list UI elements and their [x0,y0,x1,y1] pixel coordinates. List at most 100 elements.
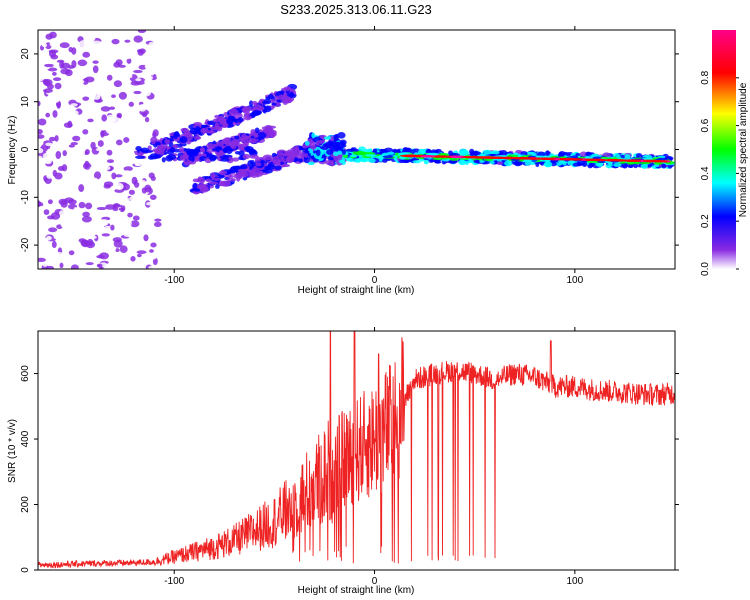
spectral-blob [137,179,146,184]
spectral-blob [111,162,117,167]
spectral-blob [303,113,310,119]
spectral-blob [89,32,96,38]
spectral-blob [222,57,230,61]
spectral-blob [267,93,274,100]
spectral-blob [237,128,243,134]
spectral-blob [640,163,649,169]
spectral-blob [38,224,43,230]
spectral-blob [139,43,144,50]
spectral-blob [317,177,321,183]
spectral-blob [148,210,158,215]
spectral-blob [57,144,63,152]
spectral-blob [70,103,78,107]
spectral-blob [161,197,169,204]
spectral-blob [315,149,321,156]
spectral-blob [99,219,109,226]
spectrogram-y-ticks: -20 -10 0 10 20 [20,48,679,252]
spectral-blob [261,126,270,130]
spectral-blob [135,155,145,160]
spectral-blob [420,155,436,158]
spectral-blob [239,164,248,170]
spectral-blob [192,148,199,156]
spectral-blob [253,133,259,139]
colorbar-gradient [712,30,736,269]
y-tick-label: 200 [20,496,31,513]
spectral-blob [320,192,328,196]
y-tick-label: -10 [20,190,31,205]
spectral-blob [264,165,272,170]
spectral-blob [106,74,113,81]
spectral-blob [118,69,128,74]
spectral-blob [281,96,288,103]
spectral-blob [115,248,120,253]
spectral-blob [460,159,466,164]
spectral-blob [115,183,124,190]
spectral-blob [292,201,299,206]
spectral-blob [129,246,136,252]
spectral-blob [269,99,276,104]
spectral-blob [133,35,143,43]
spectral-blob [256,132,267,139]
spectral-blob [228,108,239,115]
spectral-blob [42,263,48,267]
spectral-blob [114,188,125,193]
spectral-blob [163,100,167,104]
spectral-blob [96,90,102,98]
y-tick-label: 20 [20,48,31,60]
spectral-blob [132,239,142,245]
spectral-blob [243,73,248,77]
spectral-blob [92,65,99,74]
spectral-blob [113,203,121,208]
spectral-blob [115,59,123,66]
spectral-blob [263,98,271,104]
spectral-blob [153,221,162,228]
spectral-blob [154,141,162,146]
spectral-blob [266,43,272,49]
spectral-blob [149,249,154,253]
spectral-blob [241,107,249,112]
spectral-blob [96,147,102,152]
spectral-blob [127,232,137,239]
spectral-blob [73,231,79,238]
spectral-blob [148,35,156,40]
spectral-blob [355,151,366,156]
spectral-blob [165,154,174,162]
spectral-blob [205,198,211,204]
spectral-blob [84,148,90,155]
spectral-blob [150,226,157,234]
spectral-blob [337,132,346,139]
spectral-blob [96,206,107,211]
spectral-blob [44,157,53,165]
spectral-blob [84,76,95,83]
spectral-blob [435,148,442,153]
spectral-blob [96,263,103,268]
spectral-blob [93,171,102,180]
spectral-blob [68,34,74,42]
spectral-blob [100,106,111,112]
spectral-blob [137,30,147,33]
spectral-blob [306,245,314,249]
spectral-blob [133,210,143,214]
spectral-blob [115,47,120,52]
spectral-blob [206,171,210,175]
spectral-blob [146,100,155,109]
spectral-blob [79,84,84,90]
spectral-blob [39,231,46,236]
spectral-blob [216,125,223,132]
spectral-blob [249,154,259,159]
spectral-blob [210,172,216,180]
spectral-blob [90,141,96,150]
spectral-blob [77,193,88,200]
spectral-blob [77,149,84,157]
spectral-blob [384,147,393,153]
spectral-blob [193,188,201,192]
spectral-blob [303,156,311,164]
spectral-blob [213,143,220,147]
snr-series-line [38,331,675,569]
spectral-blob [91,177,99,185]
spectral-blob [156,74,163,79]
spectral-blob [226,194,234,200]
spectral-blob [158,203,164,209]
spectral-blob [406,154,419,158]
